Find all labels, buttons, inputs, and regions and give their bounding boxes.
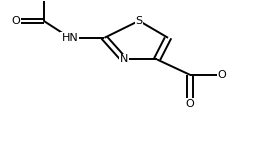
Text: S: S — [135, 16, 143, 26]
Text: N: N — [120, 54, 128, 64]
Text: O: O — [186, 99, 195, 109]
Text: O: O — [218, 70, 226, 80]
Text: O: O — [11, 16, 20, 26]
Text: HN: HN — [61, 33, 78, 43]
